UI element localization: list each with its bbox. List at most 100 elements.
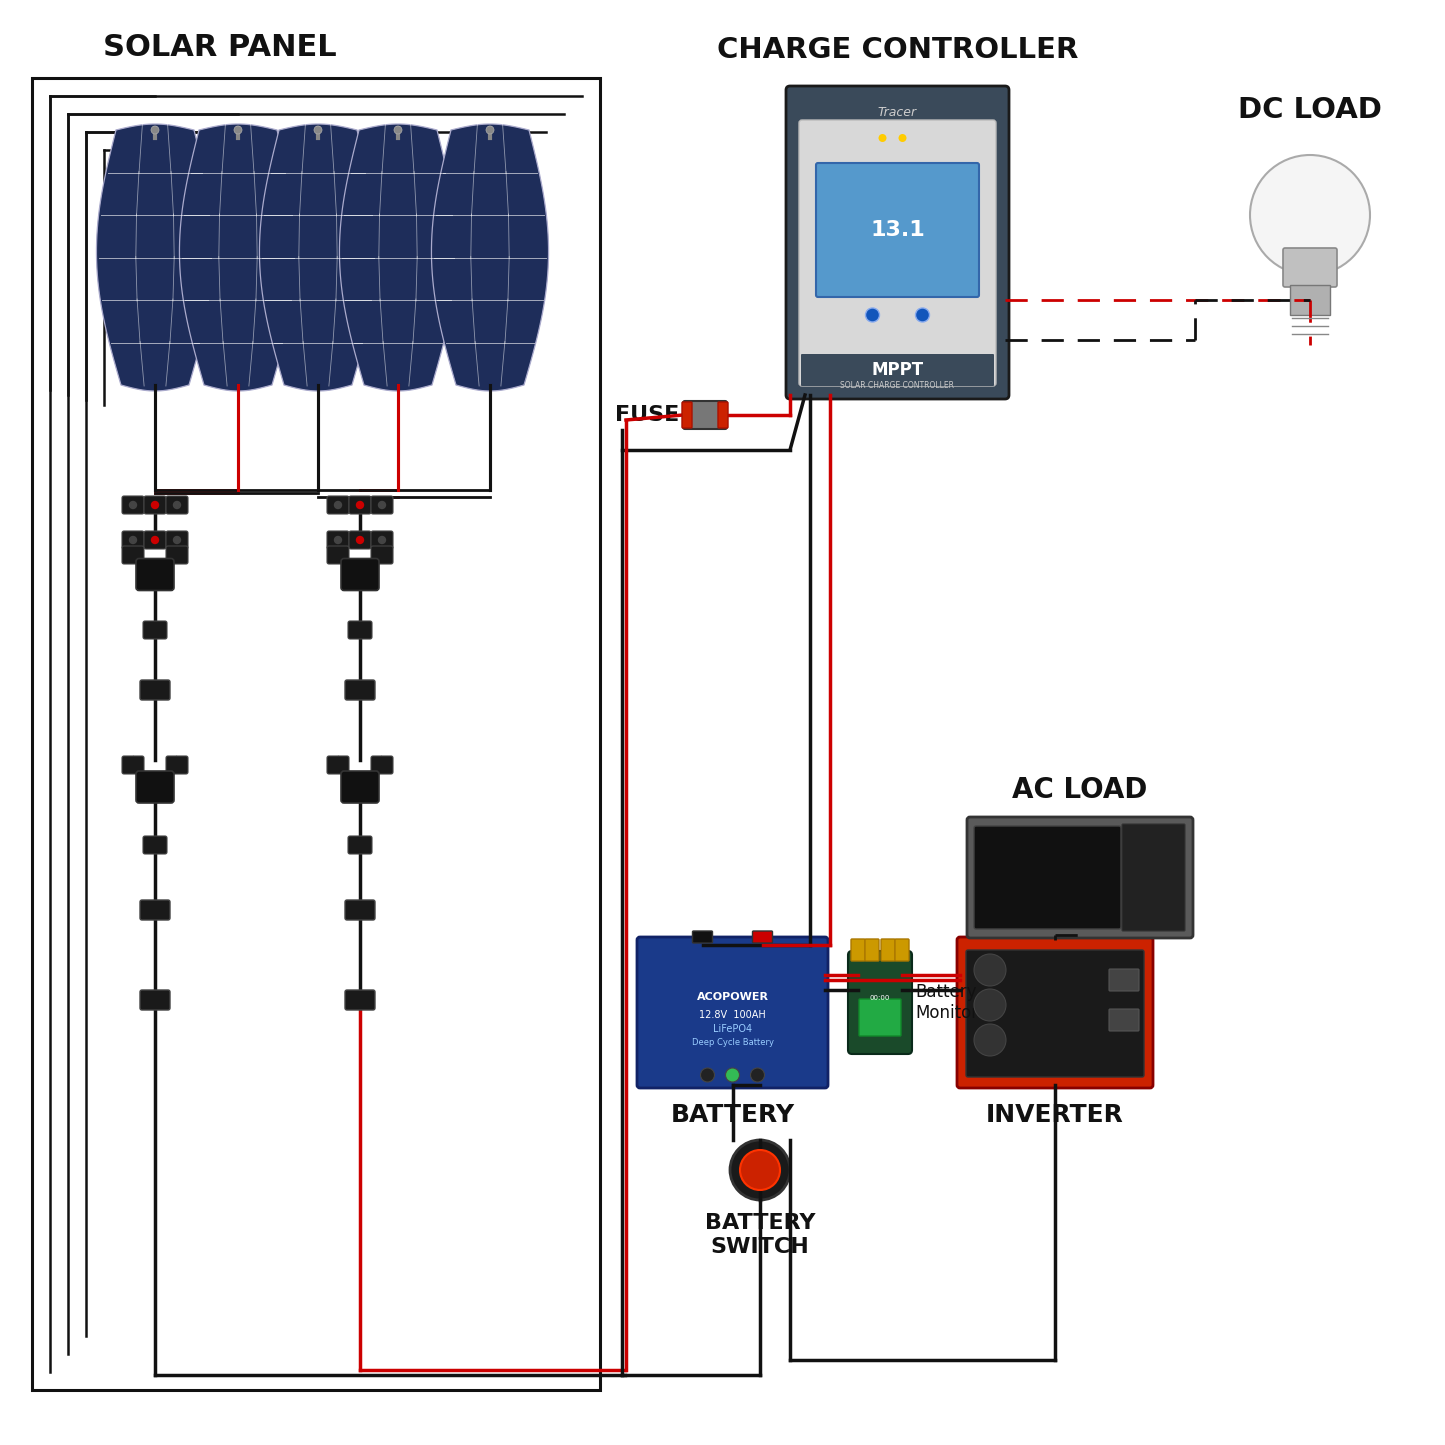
FancyBboxPatch shape	[683, 402, 727, 429]
FancyBboxPatch shape	[718, 402, 728, 428]
FancyBboxPatch shape	[341, 772, 379, 803]
FancyBboxPatch shape	[121, 546, 144, 564]
Polygon shape	[340, 124, 457, 392]
Text: LiFePO4: LiFePO4	[712, 1025, 751, 1035]
Circle shape	[357, 536, 364, 543]
Circle shape	[974, 988, 1006, 1022]
FancyBboxPatch shape	[136, 559, 173, 591]
FancyBboxPatch shape	[327, 530, 350, 549]
FancyBboxPatch shape	[1283, 249, 1337, 288]
FancyBboxPatch shape	[121, 756, 144, 775]
FancyBboxPatch shape	[348, 837, 371, 854]
FancyBboxPatch shape	[144, 496, 166, 514]
FancyBboxPatch shape	[348, 621, 371, 639]
FancyBboxPatch shape	[144, 530, 166, 549]
Text: Tracer: Tracer	[879, 105, 918, 118]
Text: SOLAR PANEL: SOLAR PANEL	[103, 33, 337, 62]
Text: MPPT: MPPT	[871, 361, 923, 379]
Circle shape	[357, 501, 364, 509]
Text: Deep Cycle Battery: Deep Cycle Battery	[692, 1038, 773, 1048]
Text: 00:00: 00:00	[870, 994, 890, 1000]
Circle shape	[334, 501, 341, 509]
Circle shape	[1250, 155, 1370, 275]
FancyBboxPatch shape	[1290, 285, 1329, 315]
Circle shape	[150, 126, 159, 134]
FancyBboxPatch shape	[143, 837, 168, 854]
Circle shape	[152, 536, 159, 543]
FancyBboxPatch shape	[327, 546, 350, 564]
Circle shape	[750, 1068, 764, 1082]
FancyBboxPatch shape	[371, 756, 393, 775]
Circle shape	[725, 1068, 740, 1082]
Text: BATTERY
SWITCH: BATTERY SWITCH	[705, 1214, 815, 1257]
FancyBboxPatch shape	[121, 530, 144, 549]
Circle shape	[974, 954, 1006, 985]
Text: FUSE: FUSE	[616, 405, 679, 425]
Text: CHARGE CONTROLLER: CHARGE CONTROLLER	[717, 36, 1078, 64]
FancyBboxPatch shape	[371, 530, 393, 549]
Polygon shape	[260, 124, 377, 392]
Circle shape	[334, 536, 341, 543]
Circle shape	[740, 1150, 780, 1191]
FancyBboxPatch shape	[974, 827, 1121, 929]
Circle shape	[130, 536, 136, 543]
FancyBboxPatch shape	[140, 681, 171, 699]
FancyBboxPatch shape	[816, 163, 980, 298]
Circle shape	[234, 126, 241, 134]
Circle shape	[152, 501, 159, 509]
Polygon shape	[432, 124, 549, 392]
Text: 12.8V  100AH: 12.8V 100AH	[699, 1010, 766, 1020]
FancyBboxPatch shape	[637, 936, 828, 1088]
Circle shape	[314, 126, 322, 134]
FancyBboxPatch shape	[753, 931, 773, 944]
FancyBboxPatch shape	[371, 496, 393, 514]
FancyBboxPatch shape	[345, 681, 376, 699]
FancyBboxPatch shape	[345, 990, 376, 1010]
Bar	[32, 78, 600, 1390]
Circle shape	[379, 501, 386, 509]
FancyBboxPatch shape	[350, 530, 371, 549]
FancyBboxPatch shape	[967, 816, 1194, 938]
Circle shape	[173, 536, 181, 543]
Circle shape	[130, 501, 136, 509]
FancyBboxPatch shape	[881, 939, 894, 961]
Circle shape	[974, 1025, 1006, 1056]
FancyBboxPatch shape	[345, 900, 376, 920]
FancyBboxPatch shape	[967, 949, 1144, 1077]
FancyBboxPatch shape	[327, 496, 350, 514]
Text: SOLAR CHARGE CONTROLLER: SOLAR CHARGE CONTROLLER	[841, 380, 955, 390]
FancyBboxPatch shape	[166, 530, 188, 549]
FancyBboxPatch shape	[682, 402, 692, 428]
FancyBboxPatch shape	[851, 939, 866, 961]
FancyBboxPatch shape	[786, 87, 1009, 399]
FancyBboxPatch shape	[957, 936, 1153, 1088]
FancyBboxPatch shape	[166, 546, 188, 564]
FancyBboxPatch shape	[143, 621, 168, 639]
Circle shape	[701, 1068, 714, 1082]
FancyBboxPatch shape	[1108, 970, 1139, 991]
FancyBboxPatch shape	[1108, 1009, 1139, 1030]
Polygon shape	[179, 124, 296, 392]
FancyBboxPatch shape	[692, 931, 712, 944]
FancyBboxPatch shape	[894, 939, 909, 961]
FancyBboxPatch shape	[371, 546, 393, 564]
FancyBboxPatch shape	[350, 496, 371, 514]
Text: 13.1: 13.1	[870, 220, 925, 240]
Circle shape	[173, 501, 181, 509]
FancyBboxPatch shape	[140, 900, 171, 920]
FancyBboxPatch shape	[866, 939, 879, 961]
FancyBboxPatch shape	[327, 756, 350, 775]
Text: BATTERY: BATTERY	[670, 1103, 795, 1127]
FancyBboxPatch shape	[858, 998, 902, 1036]
FancyBboxPatch shape	[799, 120, 996, 386]
Circle shape	[916, 308, 929, 322]
FancyBboxPatch shape	[341, 559, 379, 591]
FancyBboxPatch shape	[121, 496, 144, 514]
Text: AC LOAD: AC LOAD	[1013, 776, 1147, 803]
FancyBboxPatch shape	[140, 990, 171, 1010]
FancyBboxPatch shape	[136, 772, 173, 803]
FancyBboxPatch shape	[166, 756, 188, 775]
Circle shape	[730, 1140, 790, 1199]
FancyBboxPatch shape	[1121, 824, 1185, 931]
Circle shape	[394, 126, 402, 134]
